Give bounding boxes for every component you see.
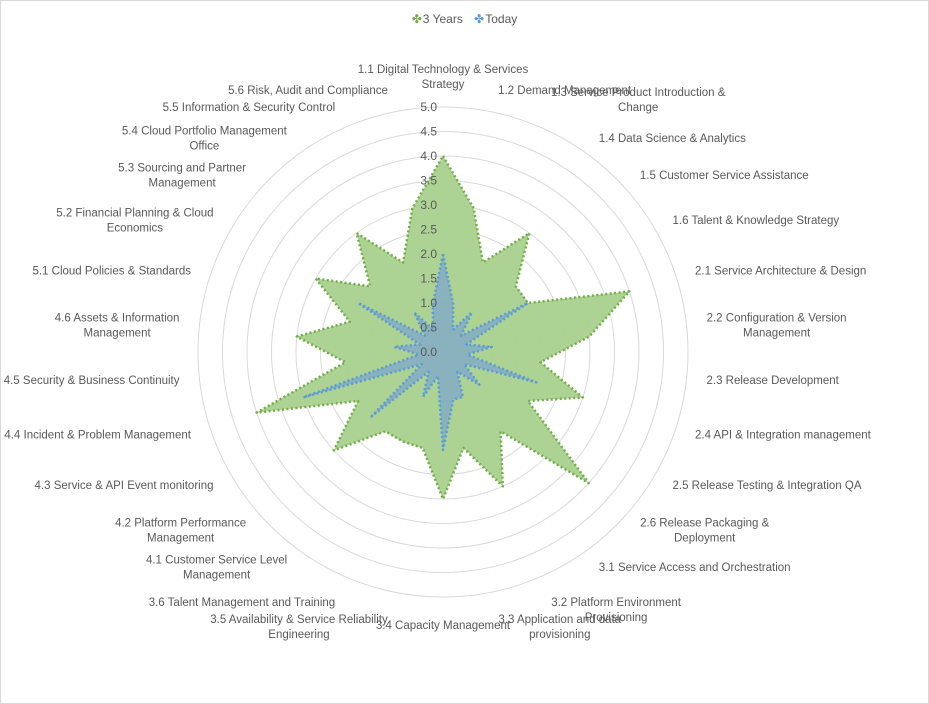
category-label-4: 1.5 Customer Service Assistance — [640, 170, 809, 182]
category-label-19-line-0: 4.2 Platform Performance — [115, 517, 246, 529]
category-label-6-line-0: 2.1 Service Architecture & Design — [695, 266, 866, 278]
tick-label-3.5: 3.5 — [420, 174, 437, 188]
category-label-21-line-0: 4.4 Incident & Problem Management — [4, 429, 191, 441]
category-label-13: 3.2 Platform Environment Provisioning — [551, 597, 682, 624]
category-label-22-line-0: 4.5 Security & Business Continuity — [4, 375, 180, 387]
category-label-29-line-0: 5.6 Risk, Audit and Compliance — [228, 85, 388, 97]
category-label-18: 4.1 Customer Service Level Management — [146, 554, 287, 581]
legend-swatch-3-years: ✤ — [411, 12, 422, 26]
category-label-12-line-0: 3.1 Service Access and Orchestration — [599, 562, 791, 574]
category-label-11-line-1: Deployment — [674, 532, 736, 544]
category-label-16-line-0: 3.5 Availability & Service Reliability — [210, 614, 388, 626]
legend-label-today: Today — [485, 12, 518, 26]
category-label-16: 3.5 Availability & Service Reliability En… — [210, 614, 388, 641]
category-label-2-line-1: Change — [618, 102, 658, 114]
category-label-14-line-1: provisioning — [529, 629, 590, 641]
category-label-3-line-0: 1.4 Data Science & Analytics — [599, 133, 746, 145]
category-label-2-line-0: 1.3 Service Product Introduction & — [551, 87, 726, 99]
category-label-11: 2.6 Release Packaging & Deployment — [640, 517, 769, 544]
legend-label-3-years: 3 Years — [422, 12, 463, 26]
category-label-7: 2.2 Configuration & Version Management — [707, 312, 847, 339]
category-label-10-line-0: 2.5 Release Testing & Integration QA — [673, 480, 862, 492]
category-label-23: 4.6 Assets & Information Management — [55, 312, 180, 339]
category-label-27: 5.4 Cloud Portfolio Management Office — [122, 126, 288, 153]
category-label-2: 1.3 Service Product Introduction & Change — [551, 87, 726, 114]
legend-item-today: ✤Today — [474, 12, 517, 26]
category-label-22: 4.5 Security & Business Continuity — [4, 375, 180, 387]
category-label-20: 4.3 Service & API Event monitoring — [35, 480, 214, 492]
category-label-19: 4.2 Platform Performance Management — [115, 517, 246, 544]
category-label-8-line-0: 2.3 Release Development — [707, 375, 840, 387]
category-label-5-line-0: 1.6 Talent & Knowledge Strategy — [673, 215, 840, 227]
category-label-9-line-0: 2.4 API & Integration management — [695, 429, 872, 441]
category-label-10: 2.5 Release Testing & Integration QA — [673, 480, 862, 492]
category-label-26: 5.3 Sourcing and Partner Management — [118, 163, 246, 190]
category-label-11-line-0: 2.6 Release Packaging & — [640, 517, 769, 529]
category-label-26-line-1: Management — [149, 178, 217, 190]
tick-label-1.5: 1.5 — [420, 272, 437, 286]
category-label-29: 5.6 Risk, Audit and Compliance — [228, 85, 388, 97]
legend-swatch-today: ✤ — [474, 12, 485, 26]
category-label-28: 5.5 Information & Security Control — [163, 102, 336, 114]
category-label-14-line-0: 3.3 Application and data — [498, 614, 621, 626]
tick-label-4.0: 4.0 — [420, 149, 437, 163]
tick-label-1.0: 1.0 — [420, 296, 437, 310]
category-label-17-line-0: 3.6 Talent Management and Training — [149, 597, 335, 609]
category-label-4-line-0: 1.5 Customer Service Assistance — [640, 170, 809, 182]
category-label-13-line-0: 3.2 Platform Environment — [551, 597, 682, 609]
category-label-5: 1.6 Talent & Knowledge Strategy — [673, 215, 840, 227]
category-label-26-line-0: 5.3 Sourcing and Partner — [118, 163, 246, 175]
category-label-25: 5.2 Financial Planning & Cloud Economics — [56, 208, 213, 235]
category-label-27-line-0: 5.4 Cloud Portfolio Management — [122, 126, 288, 138]
tick-label-2.5: 2.5 — [420, 223, 437, 237]
category-label-28-line-0: 5.5 Information & Security Control — [163, 102, 336, 114]
category-label-19-line-1: Management — [147, 532, 215, 544]
category-label-27-line-1: Office — [189, 141, 219, 153]
category-label-25-line-1: Economics — [107, 223, 163, 235]
category-label-8: 2.3 Release Development — [707, 375, 840, 387]
category-label-14: 3.3 Application and data provisioning — [498, 614, 621, 641]
category-label-18-line-1: Management — [183, 569, 251, 581]
category-label-7-line-0: 2.2 Configuration & Version — [707, 312, 847, 324]
tick-label-4.5: 4.5 — [420, 125, 437, 139]
tick-label-5.0: 5.0 — [420, 100, 437, 114]
category-label-17: 3.6 Talent Management and Training — [149, 597, 335, 609]
category-label-16-line-1: Engineering — [268, 629, 329, 641]
category-label-0-line-1: Strategy — [422, 79, 465, 91]
category-label-23-line-0: 4.6 Assets & Information — [55, 312, 180, 324]
tick-label-0.5: 0.5 — [420, 321, 437, 335]
category-label-21: 4.4 Incident & Problem Management — [4, 429, 191, 441]
category-label-6: 2.1 Service Architecture & Design — [695, 266, 866, 278]
category-label-13-line-1: Provisioning — [585, 612, 648, 624]
category-label-7-line-1: Management — [743, 327, 811, 339]
category-label-0: 1.1 Digital Technology & Services Strateg… — [358, 64, 529, 91]
category-label-3: 1.4 Data Science & Analytics — [599, 133, 746, 145]
category-label-9: 2.4 API & Integration management — [695, 429, 872, 441]
category-label-0-line-0: 1.1 Digital Technology & Services — [358, 64, 529, 76]
category-label-24-line-0: 5.1 Cloud Policies & Standards — [32, 266, 191, 278]
tick-label-3.0: 3.0 — [420, 198, 437, 212]
category-label-1: 1.2 Demand Management — [498, 85, 632, 97]
category-label-25-line-0: 5.2 Financial Planning & Cloud — [56, 208, 213, 220]
category-label-12: 3.1 Service Access and Orchestration — [599, 562, 791, 574]
gridline-5.0 — [197, 106, 689, 598]
gridline-4.5 — [222, 131, 664, 573]
category-label-24: 5.1 Cloud Policies & Standards — [32, 266, 191, 278]
category-label-1-line-0: 1.2 Demand Management — [498, 85, 632, 97]
category-label-20-line-0: 4.3 Service & API Event monitoring — [35, 480, 214, 492]
category-label-18-line-0: 4.1 Customer Service Level — [146, 554, 287, 566]
legend-item-3-years: ✤3 Years — [412, 12, 463, 26]
legend: ✤3 Years ✤Today — [0, 12, 929, 26]
tick-label-0.0: 0.0 — [420, 345, 437, 359]
category-label-15: 3.4 Capacity Management — [376, 620, 511, 632]
category-label-15-line-0: 3.4 Capacity Management — [376, 620, 511, 632]
tick-label-2.0: 2.0 — [420, 247, 437, 261]
category-label-23-line-1: Management — [84, 327, 152, 339]
